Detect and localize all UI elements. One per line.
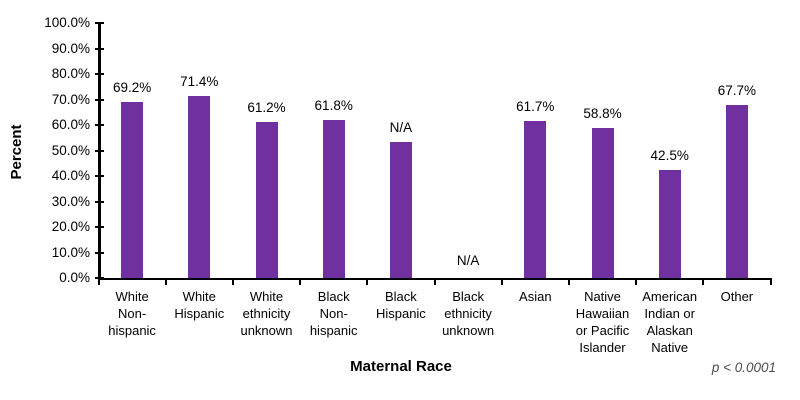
- category-label: Black Hispanic: [375, 289, 426, 321]
- y-tick-label: 20.0%: [51, 219, 90, 234]
- y-tick-label: 10.0%: [51, 244, 90, 260]
- category-label: Black Non- hispanic: [309, 289, 358, 338]
- y-tick-label: 0.0%: [59, 270, 90, 285]
- bar: [322, 120, 345, 278]
- x-tick: [366, 278, 369, 285]
- x-tick: [635, 278, 638, 285]
- bar: [389, 141, 412, 278]
- bar-value-label: 69.2%: [112, 79, 152, 95]
- bar: [725, 105, 748, 278]
- y-tick: [94, 98, 104, 101]
- category-label: Other: [720, 289, 754, 304]
- bar-value-label: 58.8%: [583, 106, 622, 122]
- y-tick: [94, 149, 104, 152]
- bar: [255, 121, 278, 278]
- x-tick: [299, 278, 302, 285]
- bar-value-label: N/A: [456, 253, 480, 268]
- bar-value-label: 67.7%: [717, 83, 757, 99]
- category-label: White Non- hispanic: [108, 289, 156, 338]
- y-tick: [94, 251, 104, 254]
- category-label: Black ethnicity unknown: [442, 289, 495, 338]
- bar-value-label: 61.7%: [516, 98, 555, 114]
- y-tick-label: 90.0%: [51, 40, 90, 56]
- y-tick-label: 70.0%: [51, 91, 90, 107]
- x-tick: [702, 278, 705, 285]
- y-tick-label: 30.0%: [51, 193, 90, 209]
- bar-value-label: 71.4%: [180, 73, 219, 89]
- y-tick: [94, 200, 104, 203]
- bar: [524, 120, 547, 278]
- p-value-annotation: p < 0.0001: [711, 360, 776, 375]
- y-tick-label: 100.0%: [44, 15, 90, 30]
- category-label: Native Hawaiian or Pacific Islander: [575, 289, 630, 355]
- y-tick: [94, 22, 104, 24]
- y-tick-label: 40.0%: [51, 168, 90, 183]
- y-tick: [94, 226, 104, 228]
- x-tick: [769, 278, 772, 285]
- y-tick-label: 60.0%: [51, 117, 90, 132]
- category-label: White ethnicity unknown: [240, 289, 293, 338]
- x-tick: [500, 278, 503, 285]
- bar-value-label: 42.5%: [650, 147, 689, 163]
- bar-value-label: 61.8%: [314, 98, 353, 114]
- y-tick-label: 50.0%: [51, 142, 90, 158]
- bar-value-label: N/A: [389, 119, 413, 135]
- x-tick: [231, 278, 234, 285]
- x-tick: [433, 278, 436, 285]
- category-label: American Indian or Alaskan Native: [642, 289, 698, 355]
- y-tick: [94, 73, 104, 75]
- x-tick: [164, 278, 167, 285]
- bar: [121, 101, 144, 278]
- x-tick: [97, 278, 100, 285]
- bar-value-label: 61.2%: [247, 99, 286, 115]
- category-label: Asian: [519, 289, 552, 304]
- bar: [591, 128, 614, 278]
- x-axis-title: Maternal Race: [350, 358, 452, 375]
- x-tick: [567, 278, 570, 285]
- y-tick: [94, 124, 104, 126]
- bar: [188, 95, 211, 278]
- y-tick-label: 80.0%: [51, 66, 90, 81]
- y-tick: [94, 175, 104, 177]
- category-label: White Hispanic: [174, 289, 225, 321]
- y-tick: [94, 47, 104, 50]
- bar: [658, 169, 681, 278]
